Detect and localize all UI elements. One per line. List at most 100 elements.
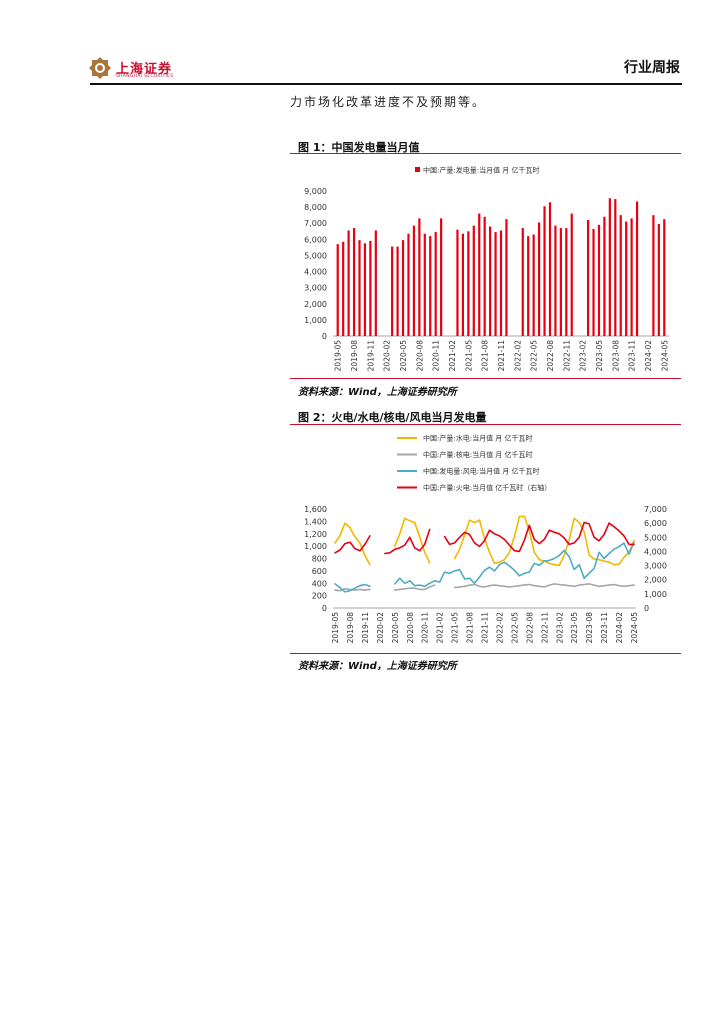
chart2-xtick-label: 2023-08	[585, 612, 594, 644]
chart2-series-line	[394, 517, 431, 564]
chart2-y2tick-label: 4,000	[644, 547, 667, 556]
chart1-legend-label: 中国:产量:发电量:当月值 月 亿千瓦时	[423, 166, 540, 175]
chart1-xtick-label: 2022-08	[546, 340, 555, 372]
chart2-legend-label: 中国:发电量:风电:当月值 月 亿千瓦时	[423, 467, 540, 476]
chart1-bar	[418, 218, 421, 336]
chart2-ytick-label: 1,200	[304, 530, 327, 539]
chart2-y2tick-label: 2,000	[644, 576, 667, 585]
chart2-series-line	[334, 522, 371, 566]
chart1-xtick-label: 2024-02	[644, 340, 653, 372]
chart2-ytick-label: 1,000	[304, 542, 327, 551]
chart1-bar	[336, 244, 339, 336]
chart1-bar	[369, 240, 372, 336]
chart2-legend-label: 中国:产量:核电:当月值 月 亿千瓦时	[423, 450, 533, 459]
chart1-bar	[489, 226, 492, 336]
chart2-series-line	[394, 584, 436, 591]
chart1-ytick-label: 5,000	[304, 251, 327, 260]
chart1-ytick-label: 9,000	[304, 187, 327, 196]
report-type-title: 行业周报	[624, 60, 680, 76]
chart1-xtick-label: 2020-08	[415, 340, 424, 372]
chart1-xtick-label: 2022-02	[513, 340, 522, 372]
chart1-ytick-label: 7,000	[304, 219, 327, 228]
chart1-bar	[352, 228, 356, 336]
chart1-bar	[625, 221, 628, 336]
logo-en-text: SHANGHAI SECURITIES	[116, 74, 174, 79]
chart2-xtick-label: 2024-05	[630, 612, 639, 644]
chart1-xtick-label: 2019-08	[350, 340, 359, 372]
chart2-y2tick-label: 3,000	[644, 562, 667, 571]
chart2-xtick-label: 2021-05	[451, 612, 460, 644]
chart2-xtick-label: 2022-05	[510, 612, 519, 644]
chart1-bar	[412, 225, 416, 336]
chart1-bar	[467, 231, 470, 336]
chart1-ytick-label: 2,000	[304, 300, 327, 309]
chart2-xtick-label: 2020-05	[391, 612, 400, 644]
chart2-ytick-label: 400	[312, 579, 327, 588]
chart1-bar	[570, 213, 573, 336]
chart2-y2tick-label: 6,000	[644, 519, 667, 528]
chart1-bar	[494, 232, 497, 336]
figure1-chart: 中国:产量:发电量:当月值 月 亿千瓦时 0 1,000 2,000 3,000 4,00…	[304, 166, 669, 372]
chart2-series-line	[453, 515, 635, 567]
chart1-bar	[619, 215, 622, 336]
chart1-xtick-label: 2021-11	[497, 340, 506, 372]
chart1-bar	[657, 224, 660, 336]
chart2-series-line	[443, 521, 635, 553]
chart2-xtick-label: 2019-05	[331, 612, 340, 644]
chart1-bar	[537, 222, 541, 336]
chart2-ytick-label: 1,400	[304, 517, 327, 526]
chart1-bar	[434, 232, 437, 336]
chart1-bar	[630, 218, 633, 336]
body-paragraph: 力市场化改革进度不及预期等。	[290, 95, 487, 109]
chart2-y2tick-label: 1,000	[644, 590, 667, 599]
figure2-title: 图 2：火电/水电/核电/风电当月发电量	[298, 411, 487, 424]
chart1-xtick-label: 2021-05	[464, 340, 473, 372]
chart1-bar	[440, 218, 443, 336]
company-logo: 上海证券 SHANGHAI SECURITIES	[88, 56, 178, 82]
chart1-xtick-label: 2024-05	[660, 340, 669, 372]
chart1-bar	[429, 236, 432, 336]
figure1-bottom-rule	[290, 378, 681, 379]
chart2-xtick-label: 2020-08	[406, 612, 415, 644]
chart1-bar	[342, 241, 345, 336]
header-divider	[90, 83, 682, 85]
chart2-ytick-label: 200	[312, 592, 327, 601]
chart1-xtick-label: 2020-11	[432, 340, 441, 372]
chart1-xtick-label: 2023-05	[595, 340, 604, 372]
chart1-bar	[423, 233, 426, 336]
chart1-bar	[559, 228, 562, 336]
chart2-series-line	[453, 583, 635, 589]
chart1-xtick-label: 2023-11	[628, 340, 637, 372]
chart1-bar	[396, 246, 399, 336]
chart1-bar	[478, 213, 481, 336]
chart1-xtick-label: 2020-02	[383, 340, 392, 372]
chart1-xtick-label: 2019-05	[334, 340, 343, 372]
chart2-ytick-label: 0	[322, 604, 327, 613]
chart1-bar	[401, 240, 405, 336]
chart1-ytick-label: 0	[322, 332, 327, 341]
chart1-bar	[532, 234, 535, 336]
figure1-title: 图 1：中国发电量当月值	[298, 141, 420, 154]
chart2-legend-label: 中国:产量:水电:当月值 月 亿千瓦时	[423, 434, 533, 443]
chart2-y2tick-label: 7,000	[644, 505, 667, 514]
chart2-series-line	[394, 541, 635, 588]
chart1-xtick-label: 2023-02	[579, 340, 588, 372]
chart1-bar	[521, 228, 524, 336]
chart1-bar	[614, 199, 617, 336]
chart2-series-line	[384, 528, 431, 555]
figure2-bottom-rule	[290, 653, 681, 654]
figure1-top-rule	[290, 153, 681, 154]
chart2-xtick-label: 2023-05	[570, 612, 579, 644]
chart1-xtick-label: 2020-05	[399, 340, 408, 372]
chart2-xtick-label: 2023-02	[555, 612, 564, 644]
chart2-xtick-label: 2023-11	[600, 612, 609, 644]
chart1-legend: 中国:产量:发电量:当月值 月 亿千瓦时	[415, 166, 540, 175]
chart2-series-line	[334, 535, 371, 554]
logo-emblem-icon	[89, 57, 111, 79]
chart1-bar	[597, 224, 601, 336]
chart2-xtick-label: 2020-11	[421, 612, 430, 644]
chart2-xtick-label: 2022-11	[540, 612, 549, 644]
chart2-series-line	[334, 583, 371, 593]
